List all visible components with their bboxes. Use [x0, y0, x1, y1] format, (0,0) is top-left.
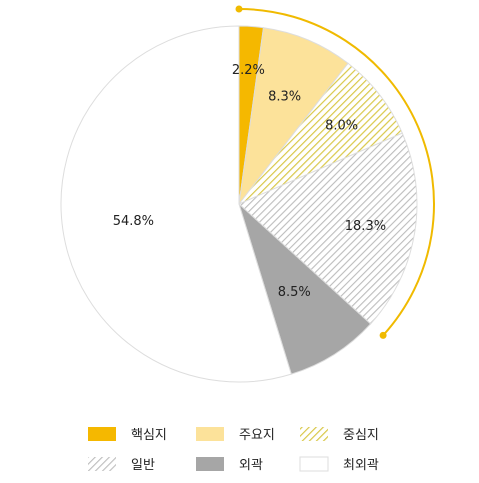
slice-labels: 2.2%8.3% 8.0% 18.3% 8.5% 54.8% [113, 63, 386, 300]
legend-swatch-outer [196, 457, 224, 471]
slice-label-major: 8.3% [268, 90, 301, 105]
legend-label-core: 핵심지 [131, 428, 167, 443]
slice-label-core: 2.2% [232, 63, 265, 78]
highlight-arc [238, 8, 435, 337]
legend-label-general: 일반 [131, 458, 155, 473]
pie-slice-outermost [60, 25, 292, 383]
slice-label-outermost: 54.8% [113, 214, 154, 229]
highlight-arc-start-dot [235, 5, 243, 13]
pie-slice-general [238, 132, 418, 325]
legend-swatch-general [88, 457, 116, 471]
legend-swatch-center [300, 427, 328, 441]
slice-label-general: 18.3% [345, 219, 386, 234]
pie-slices [60, 25, 418, 383]
legend-swatch-core [88, 427, 116, 441]
pie-slice-center [238, 62, 403, 205]
legend-label-center: 중심지 [343, 428, 379, 443]
pie-slice-major [238, 27, 349, 206]
legend-label-outermost: 최외곽 [343, 458, 379, 473]
legend-swatch-major [196, 427, 224, 441]
legend-label-outer: 외곽 [239, 458, 263, 473]
highlight-arc-group [235, 5, 435, 339]
slice-label-center: 8.0% [325, 118, 358, 133]
legend-swatch-outermost [299, 456, 329, 472]
highlight-arc-end-dot [379, 331, 387, 339]
legend-label-major: 주요지 [239, 428, 275, 443]
slice-label-outer: 8.5% [278, 285, 311, 300]
pie-slice-outer [237, 202, 372, 375]
